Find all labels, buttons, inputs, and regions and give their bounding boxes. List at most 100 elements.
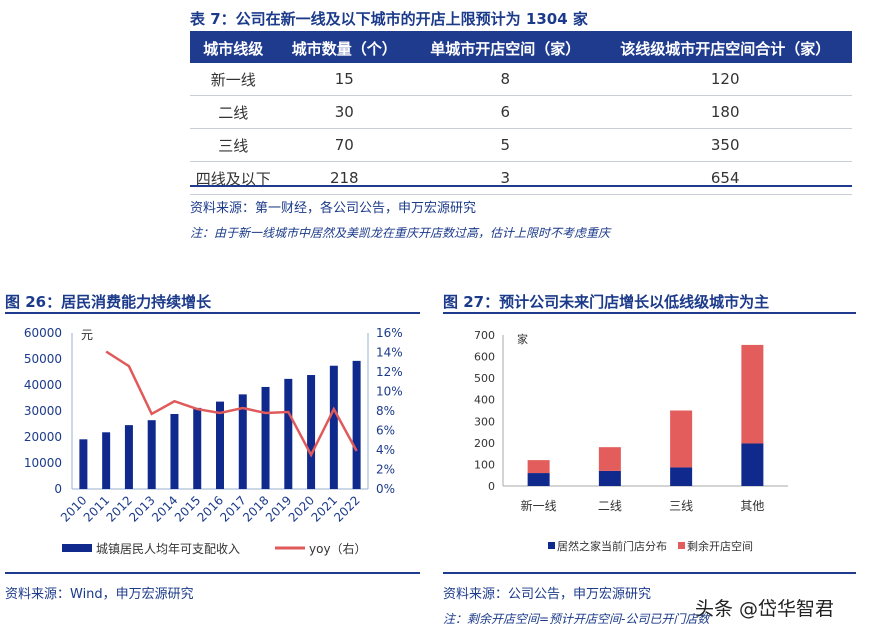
y-tick-label: 20000 bbox=[24, 430, 62, 444]
unit-label: 元 bbox=[81, 328, 93, 342]
income-bar bbox=[147, 420, 156, 489]
fig27-source: 资料来源：公司公告，申万宏源研究 bbox=[443, 587, 652, 602]
income-bar bbox=[102, 432, 111, 489]
table-cell: 350 bbox=[598, 128, 852, 162]
table-cell: 180 bbox=[598, 95, 852, 129]
divider bbox=[5, 312, 420, 314]
income-bar bbox=[79, 439, 88, 489]
income-bar bbox=[193, 407, 202, 489]
y2-tick-label: 8% bbox=[376, 404, 395, 418]
table-cell: 四线及以下 bbox=[190, 161, 277, 195]
y-tick-label: 40000 bbox=[24, 378, 62, 392]
fig27-title: 图 27：预计公司未来门店增长以低线级城市为主 bbox=[443, 293, 770, 311]
table-cell: 15 bbox=[276, 63, 413, 96]
fig26-title: 图 26：居民消费能力持续增长 bbox=[5, 293, 212, 311]
y-tick-label: 0 bbox=[54, 482, 62, 496]
table-cell: 5 bbox=[412, 128, 599, 162]
y2-tick-label: 12% bbox=[376, 365, 403, 379]
y-tick-label: 100 bbox=[474, 458, 495, 471]
table-row: 新一线 15 8 120 bbox=[190, 63, 852, 96]
current-bar bbox=[741, 443, 764, 486]
legend-label: yoy（右） bbox=[309, 541, 367, 556]
legend-swatch bbox=[548, 542, 555, 549]
y-tick-label: 30000 bbox=[24, 404, 62, 418]
divider bbox=[5, 572, 420, 574]
column-header: 城市线级 bbox=[190, 33, 277, 63]
table-cell: 218 bbox=[276, 161, 413, 195]
column-header: 城市数量（个） bbox=[276, 33, 413, 63]
remaining-bar bbox=[598, 447, 621, 471]
table-cell: 120 bbox=[598, 63, 852, 96]
current-bar bbox=[527, 473, 550, 486]
divider bbox=[190, 185, 852, 187]
fig26-source: 资料来源：Wind，申万宏源研究 bbox=[5, 587, 194, 602]
income-bar bbox=[238, 394, 247, 489]
y-tick-label: 300 bbox=[474, 415, 495, 428]
column-header: 单城市开店空间（家） bbox=[412, 33, 599, 63]
fig27-note: 注：剩余开店空间=预计开店空间-公司已开门店数 bbox=[443, 612, 710, 626]
legend-label: 居然之家当前门店分布 bbox=[557, 539, 667, 553]
income-bar bbox=[261, 386, 270, 489]
y-tick-label: 10000 bbox=[24, 456, 62, 470]
table-title: 表 7：公司在新一线及以下城市的开店上限预计为 1304 家 bbox=[190, 10, 588, 28]
divider bbox=[190, 31, 852, 33]
y-tick-label: 500 bbox=[474, 372, 495, 385]
y2-tick-label: 10% bbox=[376, 385, 403, 399]
yoy-line bbox=[105, 350, 358, 458]
income-bar bbox=[216, 401, 224, 489]
y-tick-label: 200 bbox=[474, 437, 495, 450]
income-chart: 0 10000 20000 30000 40000 50000 60000 0% 2% 4% 6% 8… bbox=[24, 326, 403, 556]
table-row: 二线 30 6 180 bbox=[190, 95, 852, 129]
y2-tick-label: 14% bbox=[376, 346, 403, 360]
current-bar bbox=[670, 467, 693, 486]
current-bar bbox=[598, 470, 621, 486]
y-tick-label: 0 bbox=[488, 480, 495, 493]
y-tick-label: 700 bbox=[474, 329, 495, 342]
table-cell: 70 bbox=[276, 128, 413, 162]
table-row: 三线 70 5 350 bbox=[190, 128, 852, 162]
y-tick-label: 400 bbox=[474, 394, 495, 407]
x-tick-label: 二线 bbox=[598, 499, 622, 513]
x-tick-label: 2022 bbox=[331, 493, 362, 524]
store-limit-table: 城市线级 城市数量（个） 单城市开店空间（家） 该线级城市开店空间合计（家） 新一线 15… bbox=[190, 33, 852, 195]
y2-tick-label: 4% bbox=[376, 443, 395, 457]
legend-label: 剩余开店空间 bbox=[687, 539, 753, 553]
y-tick-label: 50000 bbox=[24, 352, 62, 366]
divider bbox=[443, 312, 856, 314]
table-source: 资料来源：第一财经，各公司公告，申万宏源研究 bbox=[190, 201, 477, 216]
y2-tick-label: 2% bbox=[376, 463, 395, 477]
income-bar bbox=[170, 414, 179, 489]
x-tick-label: 其他 bbox=[740, 499, 764, 513]
divider bbox=[443, 572, 856, 574]
unit-label: 家 bbox=[517, 332, 528, 346]
y2-tick-label: 6% bbox=[376, 424, 395, 438]
legend-label: 城镇居民人均年可支配收入 bbox=[96, 542, 240, 556]
income-bar bbox=[284, 378, 293, 489]
y2-tick-label: 16% bbox=[376, 326, 403, 340]
table-cell: 二线 bbox=[190, 95, 277, 129]
table-cell: 新一线 bbox=[190, 63, 277, 96]
column-header: 该线级城市开店空间合计（家） bbox=[598, 33, 852, 63]
y-tick-label: 600 bbox=[474, 351, 495, 364]
table-cell: 30 bbox=[276, 95, 413, 129]
table-cell: 654 bbox=[598, 161, 852, 195]
legend-swatch bbox=[62, 544, 92, 552]
income-bar bbox=[329, 365, 338, 489]
table-row: 四线及以下 218 3 654 bbox=[190, 161, 852, 195]
table-note: 注：由于新一线城市中居然及美凯龙在重庆开店数过高，估计上限时不考虑重庆 bbox=[190, 226, 611, 240]
income-bar bbox=[307, 375, 316, 489]
income-bar bbox=[124, 425, 133, 489]
table-cell: 8 bbox=[412, 63, 599, 96]
x-tick-label: 新一线 bbox=[521, 498, 557, 513]
remaining-bar bbox=[670, 410, 693, 468]
table-cell: 三线 bbox=[190, 128, 277, 162]
table-cell: 3 bbox=[412, 161, 599, 195]
x-tick-label: 三线 bbox=[669, 499, 693, 513]
y2-tick-label: 0% bbox=[376, 482, 395, 496]
remaining-bar bbox=[741, 344, 764, 444]
legend-swatch bbox=[678, 542, 685, 549]
y-tick-label: 60000 bbox=[24, 326, 62, 340]
remaining-bar bbox=[527, 460, 550, 474]
table-cell: 6 bbox=[412, 95, 599, 129]
